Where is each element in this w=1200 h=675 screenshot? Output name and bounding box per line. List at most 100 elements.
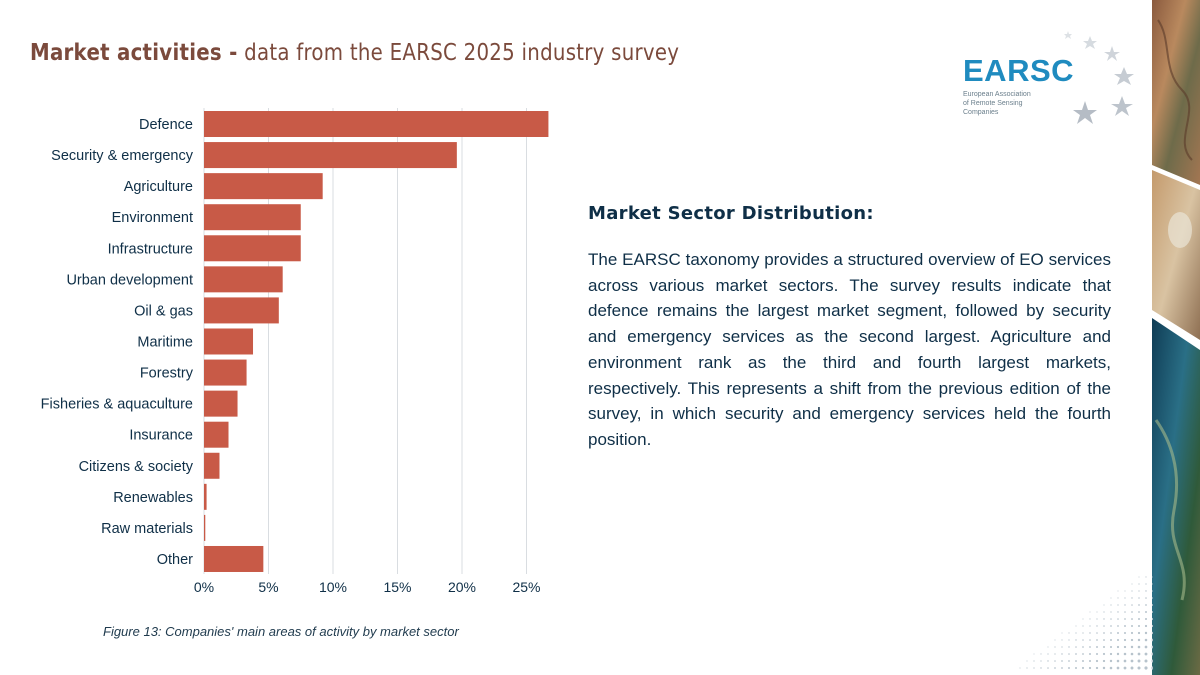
decoration-dot bbox=[1137, 645, 1141, 649]
decoration-dot bbox=[1110, 604, 1112, 606]
decoration-dot bbox=[1096, 618, 1098, 620]
decoration-dot bbox=[1061, 646, 1063, 648]
category-label: Forestry bbox=[140, 366, 194, 382]
decoration-dot bbox=[1124, 625, 1126, 627]
decoration-dot bbox=[1082, 625, 1084, 627]
decoration-dot bbox=[1117, 611, 1119, 613]
category-label: Citizens & society bbox=[79, 459, 194, 475]
decoration-dot bbox=[1026, 660, 1028, 662]
category-label: Renewables bbox=[113, 490, 193, 506]
category-label: Infrastructure bbox=[108, 241, 193, 257]
decoration-dot bbox=[1068, 639, 1070, 641]
decoration-dot bbox=[1040, 667, 1042, 669]
decoration-dot bbox=[1130, 631, 1134, 635]
decoration-dot bbox=[1102, 652, 1106, 656]
decoration-dot bbox=[1047, 653, 1049, 655]
category-label: Other bbox=[157, 552, 193, 568]
decoration-dot bbox=[1103, 632, 1105, 634]
bar bbox=[204, 328, 254, 355]
decoration-dot bbox=[1151, 610, 1153, 614]
decoration-dot bbox=[1033, 653, 1035, 655]
decoration-dot bbox=[1145, 590, 1147, 592]
decoration-dot bbox=[1102, 659, 1106, 663]
decoration-dot bbox=[1089, 618, 1091, 620]
decoration-dot bbox=[1068, 646, 1070, 648]
decoration-dot bbox=[1137, 666, 1141, 670]
bar bbox=[204, 483, 207, 510]
figure-caption: Figure 13: Companies' main areas of acti… bbox=[103, 624, 459, 639]
decoration-dot bbox=[1116, 638, 1120, 642]
decoration-dot bbox=[1152, 583, 1153, 585]
decoration-dot bbox=[1152, 597, 1153, 599]
decoration-dot bbox=[1033, 667, 1035, 669]
decoration-dot bbox=[1151, 666, 1153, 670]
x-tick-label: 25% bbox=[512, 579, 540, 595]
decoration-dot bbox=[1074, 666, 1078, 670]
bar bbox=[204, 297, 279, 324]
decoration-dot bbox=[1131, 611, 1133, 613]
decoration-dot bbox=[1103, 625, 1105, 627]
decoration-dot bbox=[1109, 652, 1113, 656]
decoration-dot bbox=[1109, 659, 1113, 663]
decoration-dot bbox=[1054, 660, 1056, 662]
category-label: Insurance bbox=[129, 428, 193, 444]
x-tick-label: 5% bbox=[258, 579, 278, 595]
decoration-dot bbox=[1131, 590, 1133, 592]
decoration-dot bbox=[1095, 652, 1099, 656]
bar bbox=[204, 421, 229, 448]
bar bbox=[204, 173, 323, 200]
decoration-dot bbox=[1061, 632, 1063, 634]
category-label: Fisheries & aquaculture bbox=[41, 397, 193, 413]
decoration-dot bbox=[1088, 666, 1092, 670]
decoration-dot bbox=[1117, 590, 1119, 592]
decoration-dot bbox=[1138, 590, 1140, 592]
decoration-dot bbox=[1138, 618, 1140, 620]
decoration-dot bbox=[1116, 652, 1120, 656]
decoration-dot bbox=[1082, 632, 1084, 634]
bar bbox=[204, 452, 220, 479]
decoration-dot bbox=[1110, 639, 1112, 641]
decoration-dot bbox=[1130, 652, 1134, 656]
bar bbox=[204, 359, 247, 386]
decoration-dot bbox=[1124, 618, 1126, 620]
decoration-dot bbox=[1151, 659, 1153, 663]
decoration-dot bbox=[1082, 653, 1084, 655]
decoration-dot bbox=[1145, 597, 1147, 599]
decoration-dot bbox=[1124, 597, 1126, 599]
bar bbox=[204, 235, 301, 262]
decoration-dot bbox=[1019, 667, 1021, 669]
decoration-dot bbox=[1054, 646, 1056, 648]
decoration-dot bbox=[1096, 632, 1098, 634]
decoration-dot bbox=[1124, 590, 1126, 592]
page-title: Market activities - data from the EARSC … bbox=[30, 40, 679, 66]
decoration-dot bbox=[1131, 618, 1133, 620]
decoration-dot bbox=[1131, 597, 1133, 599]
decoration-dot bbox=[1130, 659, 1134, 663]
satellite-image-strip bbox=[1152, 0, 1200, 675]
decoration-dot bbox=[1117, 604, 1119, 606]
decoration-dot bbox=[1040, 653, 1042, 655]
decoration-dot bbox=[1103, 618, 1105, 620]
decoration-dot bbox=[1110, 618, 1112, 620]
decoration-dot bbox=[1145, 576, 1147, 578]
decoration-dot bbox=[1138, 583, 1140, 585]
decoration-dot bbox=[1117, 597, 1119, 599]
decoration-dot bbox=[1145, 604, 1147, 606]
decoration-dot bbox=[1117, 625, 1119, 627]
decoration-dot bbox=[1047, 660, 1049, 662]
decoration-dot bbox=[1144, 638, 1148, 642]
decoration-dot bbox=[1109, 666, 1113, 670]
decoration-dot bbox=[1130, 638, 1134, 642]
decoration-dot bbox=[1144, 617, 1148, 621]
decoration-dot bbox=[1137, 659, 1141, 663]
decoration-dot bbox=[1137, 652, 1141, 656]
bar bbox=[204, 545, 264, 572]
logo-subtitle-line: Companies bbox=[963, 109, 999, 116]
decoration-dot bbox=[1082, 639, 1084, 641]
earsc-logo: EARSC European Association of Remote Sen… bbox=[955, 26, 1135, 131]
decoration-dot bbox=[1110, 625, 1112, 627]
logo-wordmark: EARSC bbox=[963, 53, 1075, 88]
decoration-dot bbox=[1123, 652, 1127, 656]
decoration-dot bbox=[1082, 660, 1084, 662]
decoration-dot bbox=[1123, 638, 1127, 642]
